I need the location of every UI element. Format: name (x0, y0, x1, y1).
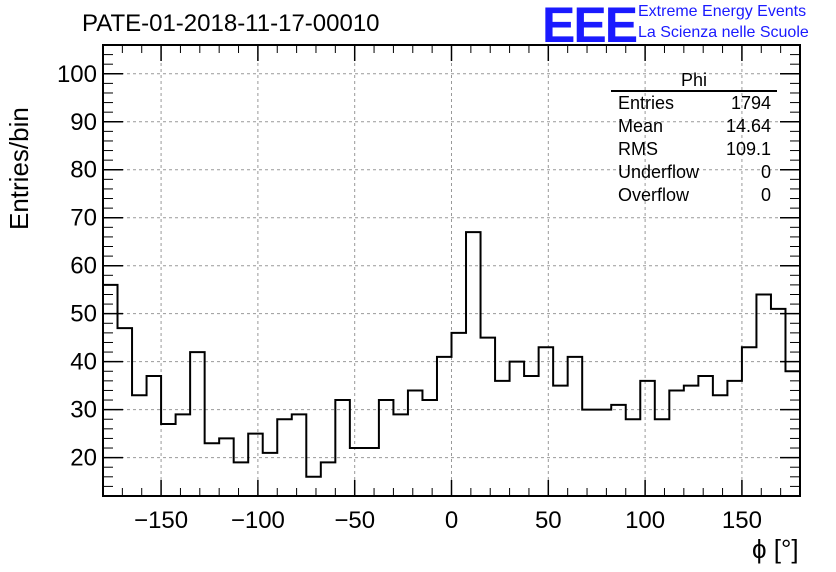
histogram-bin (176, 414, 191, 496)
x-tick-label: −50 (334, 507, 375, 534)
histogram-bin (727, 381, 742, 496)
histogram-bin (147, 376, 162, 496)
histogram-line (103, 231, 801, 478)
histogram-bin (219, 438, 234, 496)
histogram-bin (539, 347, 554, 496)
y-tick-label: 30 (70, 397, 97, 424)
histogram-bin (568, 357, 583, 496)
histogram-bin (132, 395, 147, 496)
logo-text-line2: La Scienza nelle Scuole (638, 24, 809, 41)
chart-title: PATE-01-2018-11-17-00010 (82, 10, 380, 37)
histogram-bin (597, 410, 612, 496)
histogram-bin (684, 386, 699, 496)
stats-label: RMS (618, 139, 658, 159)
histogram-bin (437, 357, 452, 496)
x-tick-label: 100 (625, 507, 665, 534)
y-tick-label: 70 (70, 205, 97, 232)
stats-label: Overflow (618, 185, 690, 205)
histogram-bin (408, 390, 423, 496)
x-tick-label: −150 (134, 507, 188, 534)
histogram-bin (713, 395, 728, 496)
x-tick-label: 50 (535, 507, 562, 534)
stats-row-rms: RMS 109.1 (611, 138, 777, 161)
histogram-bin (495, 381, 510, 496)
histogram-bin (669, 390, 684, 496)
x-tick-label: −100 (231, 507, 285, 534)
y-axis-label: Entries/bin (4, 107, 34, 230)
histogram-bin (364, 448, 379, 496)
histogram-bin (582, 410, 597, 496)
x-axis-label: ϕ [°] (752, 534, 799, 564)
histogram-bin (205, 443, 220, 496)
stats-box: Phi Entries 1794 Mean 14.64 RMS 109.1 Un… (611, 70, 777, 207)
stats-value: 14.64 (725, 116, 771, 136)
stats-label: Entries (618, 93, 675, 113)
y-tick-label: 60 (70, 253, 97, 280)
stats-label: Mean (618, 116, 664, 136)
stats-value: 0 (760, 185, 771, 205)
histogram-bin (234, 462, 249, 496)
histogram-bin (510, 362, 525, 496)
histogram-bin (321, 462, 336, 496)
stats-box-title: Phi (611, 70, 777, 92)
histogram-bin (118, 328, 133, 496)
y-tick-label: 40 (70, 349, 97, 376)
stats-row-overflow: Overflow 0 (611, 184, 777, 207)
logo-text-line1: Extreme Energy Events (638, 3, 807, 20)
histogram-bin (553, 386, 568, 496)
stats-row-mean: Mean 14.64 (611, 115, 777, 138)
stats-row-underflow: Underflow 0 (611, 161, 777, 184)
stats-value: 1794 (730, 93, 771, 113)
x-tick-label: 150 (722, 507, 762, 534)
eee-logo: EEE (542, 0, 638, 53)
histogram-bin (263, 453, 278, 496)
histogram-bin (524, 376, 539, 496)
histogram-bin (306, 477, 321, 496)
histogram-bin (452, 333, 467, 496)
y-tick-label: 90 (70, 109, 97, 136)
y-tick-label: 80 (70, 157, 97, 184)
y-tick-label: 20 (70, 445, 97, 472)
x-tick-label: 0 (445, 507, 458, 534)
histogram-bin (335, 400, 350, 496)
histogram-bin (756, 294, 771, 496)
histogram-bin (248, 434, 263, 496)
stats-row-entries: Entries 1794 (611, 92, 777, 115)
histogram-bin (379, 400, 394, 496)
histogram-bin (640, 381, 655, 496)
y-tick-label: 100 (57, 61, 97, 88)
histogram-bin (350, 448, 365, 496)
histogram-bin (466, 232, 481, 496)
stats-label: Underflow (618, 162, 700, 182)
histogram-bin (161, 424, 176, 496)
histogram-bin (742, 347, 757, 496)
y-tick-label: 50 (70, 301, 97, 328)
histogram-bin (422, 400, 437, 496)
histogram-bin (698, 376, 713, 496)
stats-value: 0 (760, 162, 771, 182)
histogram-bin (190, 352, 205, 496)
stats-value: 109.1 (725, 139, 771, 159)
histogram-bin (611, 405, 626, 496)
histogram-bin (393, 414, 408, 496)
histogram-bin (771, 309, 786, 496)
histogram-bin (292, 414, 307, 496)
